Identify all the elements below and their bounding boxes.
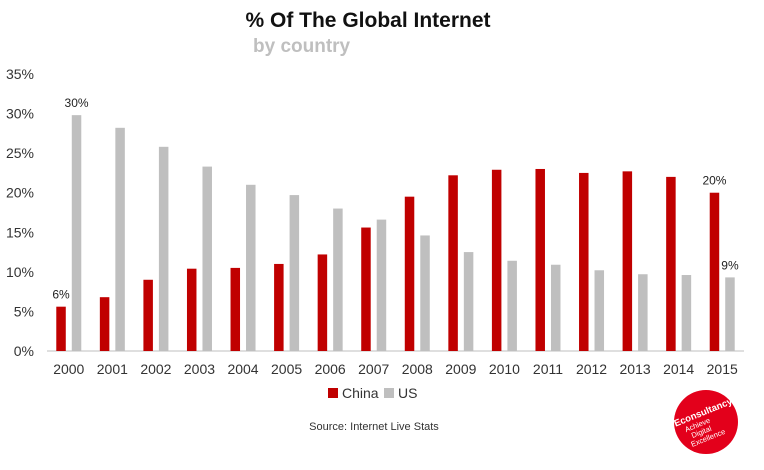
bar-us xyxy=(115,127,125,352)
data-label: 6% xyxy=(52,288,70,302)
bar-china xyxy=(274,263,284,351)
x-tick-label: 2005 xyxy=(271,361,302,377)
data-labels: 6% 30% 20% 9% xyxy=(52,96,739,302)
y-tick-label: 5% xyxy=(14,303,34,319)
bar-us xyxy=(725,277,735,351)
bar-china xyxy=(666,176,676,351)
y-tick-label: 10% xyxy=(6,264,34,280)
x-axis: 2000 2001 2002 2003 2004 2005 2006 2007 2008 2009… xyxy=(53,361,738,377)
bar-china xyxy=(99,297,110,351)
bar-china xyxy=(579,172,589,351)
bar-us xyxy=(638,274,648,351)
bar-china xyxy=(230,267,241,351)
x-tick-label: 2001 xyxy=(97,361,128,377)
bar-us xyxy=(463,252,474,351)
x-tick-label: 2010 xyxy=(489,361,520,377)
y-tick-label: 25% xyxy=(6,145,34,161)
bar-us xyxy=(420,235,430,351)
bar-us xyxy=(594,270,605,351)
legend: China US xyxy=(328,385,417,401)
bar-china xyxy=(535,168,545,351)
bar-us xyxy=(376,219,387,351)
bar-china xyxy=(317,254,328,351)
bar-china xyxy=(448,175,458,351)
bar-us xyxy=(158,146,169,351)
x-tick-label: 2012 xyxy=(576,361,607,377)
bar-us xyxy=(289,195,300,351)
legend-label-us: US xyxy=(398,385,417,401)
bar-us xyxy=(550,264,561,351)
x-tick-label: 2009 xyxy=(445,361,476,377)
bar-china xyxy=(404,196,415,351)
y-tick-label: 30% xyxy=(6,106,34,122)
chart-subtitle: by country xyxy=(253,36,351,57)
bar-us xyxy=(333,208,343,351)
x-tick-label: 2011 xyxy=(533,361,563,377)
x-tick-label: 2014 xyxy=(663,361,694,377)
data-label: 9% xyxy=(721,258,739,272)
legend-swatch-china xyxy=(328,388,338,398)
x-tick-label: 2008 xyxy=(402,361,433,377)
x-tick-label: 2006 xyxy=(315,361,346,377)
x-tick-label: 2000 xyxy=(53,361,84,377)
y-tick-label: 15% xyxy=(6,224,34,240)
y-tick-label: 0% xyxy=(14,343,34,359)
y-tick-label: 35% xyxy=(6,66,34,82)
source-note: Source: Internet Live Stats xyxy=(309,421,439,433)
bar-china xyxy=(622,171,633,351)
bar-us xyxy=(71,115,82,351)
bar-china xyxy=(56,306,66,351)
legend-swatch-us xyxy=(384,388,394,398)
bar-us xyxy=(202,166,212,351)
bar-us xyxy=(681,275,692,351)
bar-china xyxy=(143,279,153,351)
econsultancy-logo: Econsultancy Achieve Digital Excellence xyxy=(673,390,738,454)
chart-title: % Of The Global Internet xyxy=(245,9,490,32)
bar-us xyxy=(507,260,517,351)
bar-china xyxy=(709,192,720,351)
x-tick-label: 2015 xyxy=(707,361,738,377)
y-tick-label: 20% xyxy=(6,185,34,201)
logo-circle xyxy=(674,390,738,454)
bars xyxy=(56,115,735,352)
bar-china xyxy=(491,169,502,351)
x-tick-label: 2013 xyxy=(620,361,651,377)
legend-label-china: China xyxy=(342,385,379,401)
data-label: 20% xyxy=(702,174,726,188)
x-tick-label: 2007 xyxy=(358,361,389,377)
y-axis: 0% 5% 10% 15% 20% 25% 30% 35% xyxy=(6,66,34,359)
bar-us xyxy=(246,184,256,351)
x-tick-label: 2002 xyxy=(140,361,171,377)
bar-china xyxy=(186,268,197,351)
x-tick-label: 2003 xyxy=(184,361,215,377)
x-tick-label: 2004 xyxy=(227,361,258,377)
bar-china xyxy=(361,227,371,351)
data-label: 30% xyxy=(65,96,89,110)
